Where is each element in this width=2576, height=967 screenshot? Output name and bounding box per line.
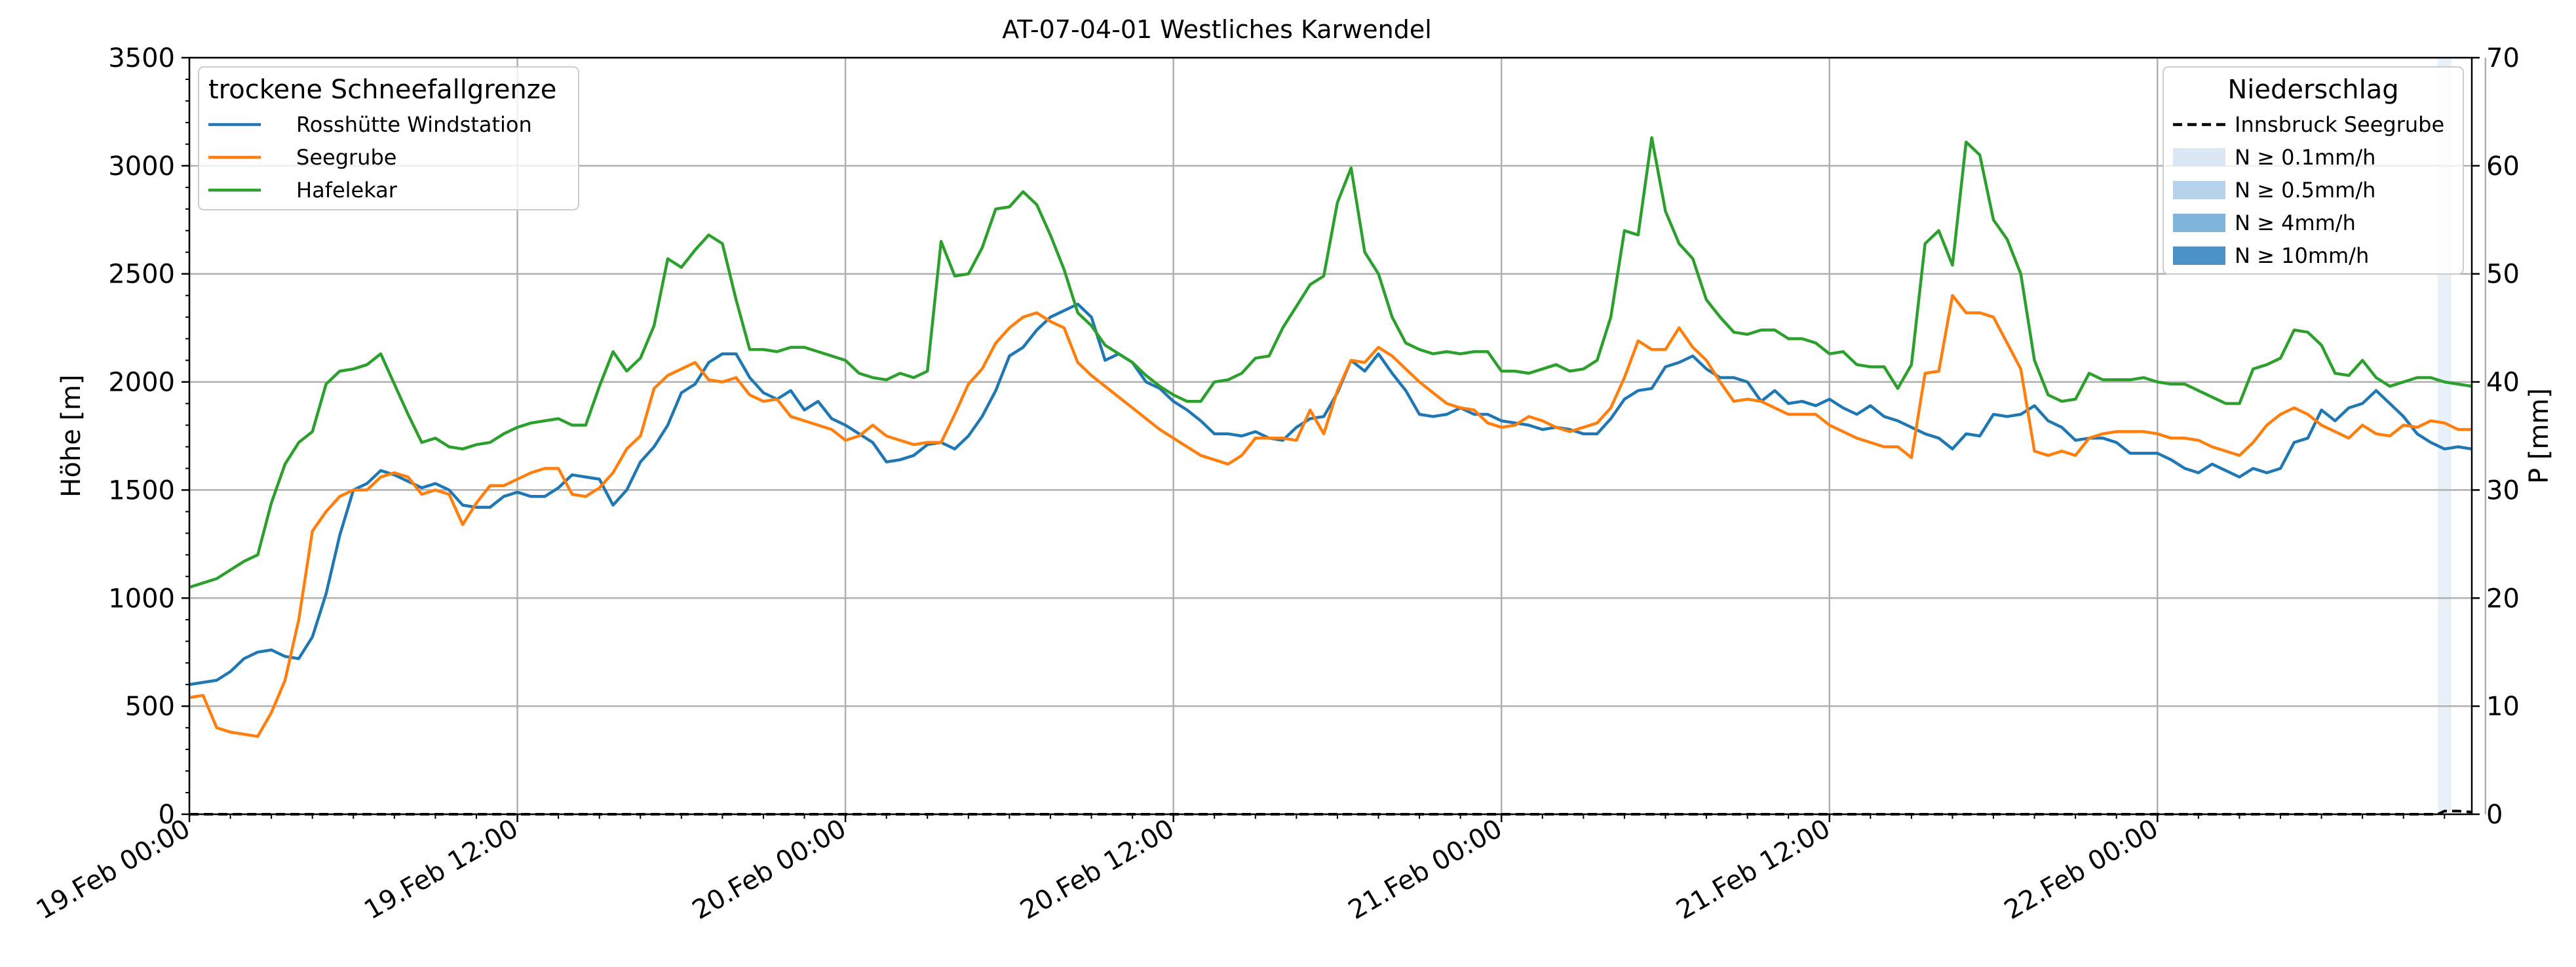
legend-precip-label: N ≥ 4mm/h — [2235, 210, 2356, 235]
legend-precip-label: Innsbruck Seegrube — [2235, 112, 2444, 137]
legend-precip-title: Niederschlag — [2227, 75, 2398, 105]
legend-patch-swatch — [2173, 148, 2225, 167]
legend-precip-label: N ≥ 0.1mm/h — [2235, 145, 2375, 170]
chart-title: AT-07-04-01 Westliches Karwendel — [1002, 15, 1432, 44]
legend-patch-swatch — [2173, 214, 2225, 232]
legend-precip-label: N ≥ 10mm/h — [2235, 243, 2369, 268]
legend-snowline-box — [198, 66, 579, 210]
plot-frame — [188, 56, 2473, 816]
legend-patch-swatch — [2173, 181, 2225, 199]
y-tick-label: 3500 — [108, 43, 175, 73]
legend-series-label: Hafelekar — [296, 178, 398, 203]
precip-line-innsbruck-seegrube — [189, 810, 2472, 816]
y2-tick-label: 40 — [2486, 368, 2520, 398]
y-tick-label: 2500 — [108, 260, 175, 290]
y2-tick-label: 70 — [2486, 43, 2520, 73]
series-line-2 — [189, 136, 2472, 589]
series-line-1 — [189, 294, 2472, 738]
legend-series-label: Seegrube — [296, 145, 396, 170]
y-tick-label: 0 — [159, 800, 175, 830]
legend-snowline: trockene Schneefallgrenze Rosshütte Wind… — [198, 66, 579, 210]
series-lines — [189, 136, 2472, 738]
y2-tick-label: 10 — [2486, 692, 2520, 722]
y-tick-label: 3000 — [108, 151, 175, 182]
y2-axis-label: P [mm] — [2524, 388, 2554, 484]
legend-snowline-title: trockene Schneefallgrenze — [208, 75, 556, 105]
legend-series-label: Rosshütte Windstation — [296, 112, 532, 137]
y-tick-label: 2000 — [108, 368, 175, 398]
y-tick-label: 1000 — [108, 583, 175, 614]
y-axis-left: 0 500 1000 1500 2000 2500 3000 3500 — [108, 43, 189, 830]
y2-tick-label: 20 — [2486, 583, 2520, 614]
legend-patch-swatch — [2173, 247, 2225, 265]
y-tick-label: 1500 — [108, 475, 175, 505]
y-tick-label: 500 — [125, 692, 175, 722]
y2-tick-label: 30 — [2486, 475, 2520, 505]
y2-tick-label: 60 — [2486, 151, 2520, 182]
precip-line-layer — [189, 810, 2472, 816]
y-axis-label: Höhe [m] — [56, 374, 87, 497]
legend-precip-label: N ≥ 0.5mm/h — [2235, 178, 2375, 203]
y-axis-right: 0 10 20 30 40 50 60 70 — [2472, 43, 2520, 830]
y2-tick-label: 50 — [2486, 260, 2520, 290]
legend-precip: Niederschlag Innsbruck Seegrube N ≥ 0.1mm… — [2163, 66, 2464, 275]
legend-precip-box — [2163, 66, 2464, 275]
y2-tick-label: 0 — [2486, 800, 2503, 830]
